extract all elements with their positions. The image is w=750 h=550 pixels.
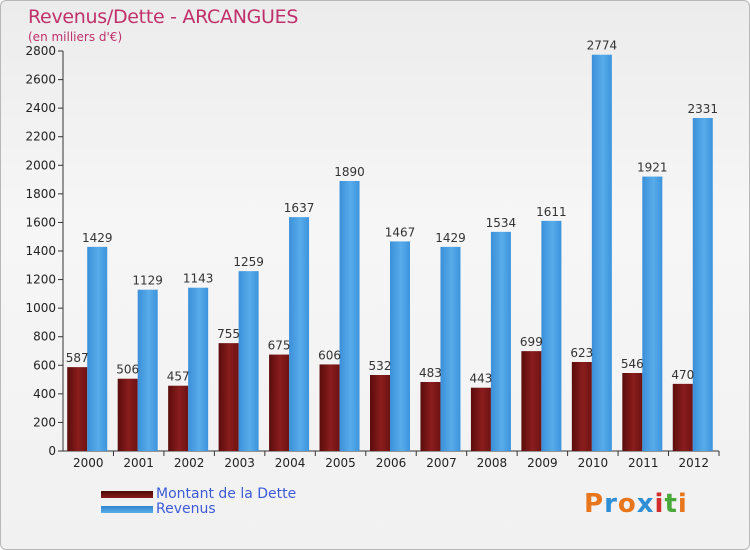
bar-revenus bbox=[339, 181, 360, 451]
y-tick-label: 600 bbox=[33, 358, 56, 372]
data-label-revenus: 1129 bbox=[132, 274, 163, 288]
bar-dette bbox=[218, 343, 239, 451]
data-label-revenus: 1921 bbox=[637, 161, 668, 175]
logo-letter: i bbox=[677, 489, 688, 519]
bar-dette bbox=[420, 382, 441, 451]
legend-swatch-revenus bbox=[101, 506, 153, 513]
data-label-revenus: 2774 bbox=[587, 39, 618, 53]
bar-revenus bbox=[541, 220, 562, 451]
legend-label-revenus: Revenus bbox=[156, 501, 216, 517]
x-tick-label: 2004 bbox=[275, 456, 306, 470]
data-label-revenus: 1429 bbox=[435, 231, 466, 245]
y-tick-label: 2800 bbox=[25, 44, 56, 58]
data-label-dette: 587 bbox=[66, 351, 89, 365]
bar-revenus bbox=[390, 241, 410, 451]
x-tick-label: 2010 bbox=[578, 456, 609, 470]
chart-subtitle: (en milliers d'€) bbox=[28, 30, 123, 44]
bar-dette bbox=[370, 375, 390, 451]
x-tick-label: 2008 bbox=[477, 456, 508, 470]
bar-revenus bbox=[591, 54, 612, 451]
y-tick-label: 2200 bbox=[25, 130, 56, 144]
bar-revenus bbox=[642, 176, 663, 452]
data-label-dette: 675 bbox=[268, 339, 291, 353]
legend-swatch-dette bbox=[101, 491, 153, 498]
data-label-revenus: 2331 bbox=[687, 102, 718, 116]
logo-letter: i bbox=[654, 489, 665, 519]
bar-revenus bbox=[289, 217, 310, 451]
x-tick-label: 2002 bbox=[174, 456, 205, 470]
y-tick-label: 2600 bbox=[25, 73, 56, 87]
bar-dette bbox=[269, 354, 290, 451]
bar-revenus bbox=[188, 287, 209, 451]
data-label-revenus: 1611 bbox=[536, 205, 567, 219]
bar-revenus bbox=[87, 246, 108, 451]
x-tick-label: 2012 bbox=[678, 456, 709, 470]
data-label-dette: 623 bbox=[570, 346, 593, 360]
y-tick-label: 1800 bbox=[25, 187, 56, 201]
bar-dette bbox=[117, 378, 138, 451]
logo-letter: t bbox=[664, 489, 678, 519]
chart-title: Revenus/Dette - ARCANGUES bbox=[28, 6, 299, 28]
y-tick-label: 1600 bbox=[25, 215, 56, 229]
bar-dette bbox=[168, 385, 189, 451]
data-label-dette: 443 bbox=[469, 372, 492, 386]
y-tick-label: 2400 bbox=[25, 101, 56, 115]
bar-dette bbox=[622, 373, 643, 451]
x-tick-label: 2007 bbox=[426, 456, 457, 470]
bar-dette bbox=[521, 351, 542, 451]
legend-label-dette: Montant de la Dette bbox=[156, 486, 297, 502]
bar-dette bbox=[571, 362, 592, 451]
y-tick-label: 1200 bbox=[25, 273, 56, 287]
bar-revenus bbox=[238, 271, 259, 451]
data-label-dette: 483 bbox=[419, 366, 442, 380]
logo-letter: P bbox=[584, 489, 605, 519]
chart-data-labels: 587 1429 506 1129 457 1143 755 1259 675 1637 606 18… bbox=[66, 39, 718, 386]
x-tick-label: 2003 bbox=[224, 456, 255, 470]
logo-letter: o bbox=[617, 489, 637, 519]
data-label-revenus: 1637 bbox=[284, 201, 315, 215]
x-tick-label: 2009 bbox=[527, 456, 558, 470]
bar-dette bbox=[319, 364, 340, 451]
logo-letter: x bbox=[636, 489, 655, 519]
data-label-revenus: 1143 bbox=[183, 272, 214, 286]
y-tick-label: 2000 bbox=[25, 158, 56, 172]
x-tick-label: 2001 bbox=[123, 456, 154, 470]
bar-revenus bbox=[692, 118, 713, 451]
data-label-dette: 606 bbox=[318, 348, 341, 362]
bar-revenus bbox=[440, 246, 461, 451]
bar-dette bbox=[67, 367, 88, 451]
data-label-revenus: 1534 bbox=[486, 216, 517, 230]
data-label-dette: 506 bbox=[116, 363, 139, 377]
y-tick-label: 1400 bbox=[25, 244, 56, 258]
data-label-revenus: 1890 bbox=[334, 165, 365, 179]
y-tick-label: 400 bbox=[33, 387, 56, 401]
y-tick-label: 200 bbox=[33, 415, 56, 429]
y-tick-label: 1000 bbox=[25, 301, 56, 315]
x-tick-label: 2000 bbox=[73, 456, 104, 470]
data-label-dette: 470 bbox=[671, 368, 694, 382]
x-tick-label: 2005 bbox=[325, 456, 356, 470]
data-label-dette: 755 bbox=[217, 327, 240, 341]
data-label-dette: 457 bbox=[167, 370, 190, 384]
y-tick-label: 800 bbox=[33, 330, 56, 344]
bar-dette bbox=[672, 383, 693, 451]
data-label-dette: 546 bbox=[621, 357, 644, 371]
data-label-revenus: 1467 bbox=[385, 225, 416, 239]
bar-revenus bbox=[137, 289, 158, 451]
data-label-revenus: 1429 bbox=[82, 231, 113, 245]
logo-letter: r bbox=[604, 489, 618, 519]
x-tick-label: 2006 bbox=[376, 456, 407, 470]
chart-bars bbox=[67, 54, 713, 452]
bar-dette bbox=[470, 387, 491, 451]
proxiti-logo: Proxiti bbox=[584, 489, 688, 519]
data-label-revenus: 1259 bbox=[233, 255, 264, 269]
x-tick-label: 2011 bbox=[628, 456, 659, 470]
data-label-dette: 532 bbox=[369, 359, 392, 373]
y-tick-label: 0 bbox=[48, 444, 56, 458]
bar-revenus bbox=[490, 231, 511, 451]
data-label-dette: 699 bbox=[520, 335, 543, 349]
